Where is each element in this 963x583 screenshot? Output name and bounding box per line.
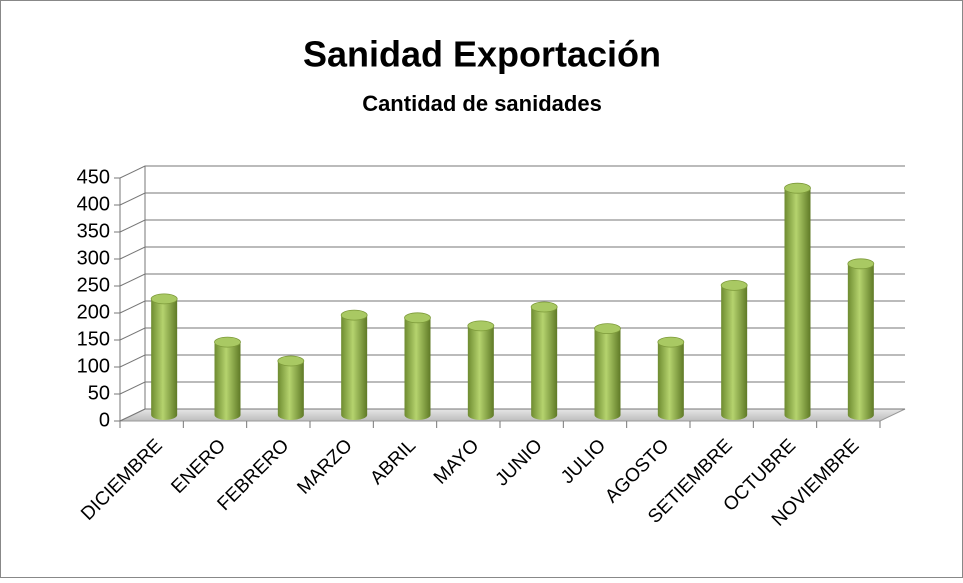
y-tick-label: 350 xyxy=(77,220,110,242)
bar xyxy=(277,361,304,420)
bar-top xyxy=(150,293,178,305)
bar-top xyxy=(720,279,748,291)
bar xyxy=(594,328,621,420)
bar xyxy=(721,285,748,420)
bar xyxy=(214,342,241,420)
y-tick-label: 400 xyxy=(77,193,110,215)
y-tick-label: 300 xyxy=(77,247,110,269)
bar-top xyxy=(340,309,368,321)
bar xyxy=(151,298,178,420)
bar xyxy=(404,317,431,420)
bar-top xyxy=(530,301,558,313)
chart-subtitle: Cantidad de sanidades xyxy=(362,91,602,116)
chart-title: Sanidad Exportación xyxy=(303,34,661,75)
bar xyxy=(784,188,811,420)
bar xyxy=(531,307,558,420)
bar-top xyxy=(467,320,495,332)
y-tick-label: 150 xyxy=(77,328,110,350)
bar xyxy=(467,325,494,420)
bar-top xyxy=(594,323,621,335)
bar-top xyxy=(404,312,431,324)
y-tick-label: 50 xyxy=(88,382,110,404)
y-tick-label: 250 xyxy=(77,274,110,296)
bar-top xyxy=(657,336,685,348)
bar xyxy=(847,263,874,420)
y-tick-label: 200 xyxy=(77,301,110,323)
bar-top xyxy=(214,336,241,348)
bar-top xyxy=(784,182,811,194)
y-tick-label: 100 xyxy=(77,355,110,377)
y-tick-label: 450 xyxy=(77,166,110,188)
bar-top xyxy=(277,355,305,367)
bar xyxy=(341,315,368,420)
bar xyxy=(657,342,684,420)
y-tick-label: 0 xyxy=(99,409,110,431)
bar-top xyxy=(847,258,875,270)
